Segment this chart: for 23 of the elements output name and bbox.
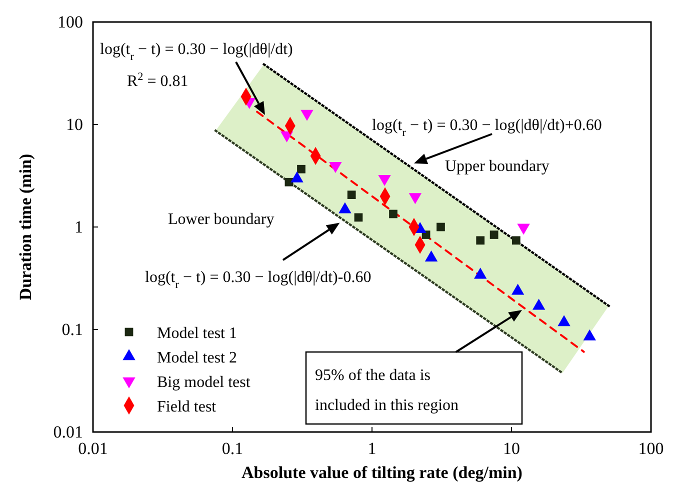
annotation: log(t$_{r}$ − t) = 0.30 − log(|dθ|/dt) <box>100 41 293 63</box>
annotation: 95% of the data is included in this region <box>315 367 459 414</box>
y-tick-label: 10 <box>66 114 83 134</box>
legend-label: Big model test <box>157 374 251 391</box>
legend-label: Field test <box>157 398 217 416</box>
annotation: log(t$_{r}$ − t) = 0.30 − log(|dθ|/dt)-0.60 <box>145 269 372 291</box>
annotation: log(t$_{r}$ − t) = 0.30 − log(|dθ|/dt)+0.60 <box>372 117 602 139</box>
x-tick-label: 100 <box>638 439 664 458</box>
annotation: Upper boundary <box>445 158 550 175</box>
x-tick-label: 0.1 <box>222 439 244 458</box>
y-tick-label: 0.01 <box>53 422 83 442</box>
y-tick-label: 1 <box>74 217 83 236</box>
y-tick-label: 0.1 <box>62 320 83 339</box>
legend-label: Model test 1 <box>157 325 237 342</box>
legend-label: Model test 2 <box>157 350 237 366</box>
x-tick-label: 0.01 <box>78 439 108 458</box>
annotation: R$^{2}$ = 0.81 <box>127 71 188 90</box>
y-axis-title: Duration time (min) <box>16 154 35 300</box>
x-tick-label: 1 <box>368 439 376 458</box>
y-tick-label: 100 <box>58 12 83 32</box>
x-tick-label: 10 <box>503 439 520 458</box>
annotation: Lower boundary <box>168 211 274 228</box>
x-axis-title: Absolute value of tilting rate (deg/min) <box>242 463 522 482</box>
